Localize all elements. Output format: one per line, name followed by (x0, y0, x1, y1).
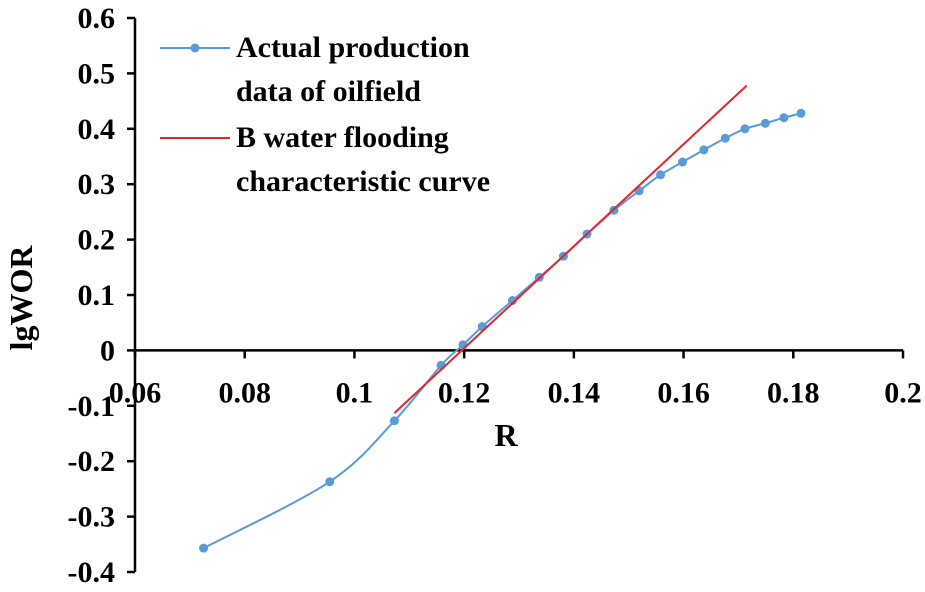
data-point (199, 543, 209, 553)
y-tick-label: -0.2 (68, 445, 116, 478)
legend-label: B water flooding (236, 121, 449, 154)
data-point (507, 296, 517, 306)
data-point (656, 170, 666, 180)
y-tick-label: 0.1 (78, 279, 116, 312)
y-tick-label: 0.4 (78, 113, 116, 146)
series-layer (199, 84, 806, 553)
x-tick-label: 0.18 (767, 376, 820, 409)
y-tick-label: 0.3 (78, 168, 116, 201)
legend-label: characteristic curve (236, 165, 490, 198)
y-tick-label: 0.6 (78, 2, 116, 35)
data-point (389, 416, 399, 426)
y-tick-label: -0.1 (68, 390, 116, 423)
y-tick-label: -0.4 (68, 556, 116, 589)
data-point (677, 157, 687, 167)
y-tick-label: 0.5 (78, 57, 116, 90)
y-tick-label: 0 (100, 334, 115, 367)
legend-label: Actual production (236, 31, 470, 64)
data-point (720, 133, 730, 143)
x-axis-ticks: 0.06 0.08 0.1 0.12 0.14 0.16 0.18 0.2 (109, 350, 922, 409)
x-tick-label: 0.08 (218, 376, 271, 409)
y-axis-title: lgWOR (3, 245, 39, 351)
data-point (779, 113, 789, 123)
x-tick-label: 0.12 (438, 376, 491, 409)
data-point (325, 477, 335, 487)
data-point (699, 145, 709, 155)
data-point (796, 108, 806, 118)
y-tick-label: 0.2 (78, 224, 116, 257)
data-point (760, 118, 770, 128)
data-point (740, 124, 750, 134)
legend-label: data of oilfield (236, 75, 421, 108)
x-axis-title: R (494, 417, 518, 453)
legend: Actual production data of oilfield B water… (160, 31, 490, 198)
y-axis-ticks: 0.6 0.5 0.4 0.3 0.2 0.1 0 -0.1 -0.2 -0.3 -0.4 (68, 2, 135, 589)
legend-swatch-marker (190, 43, 200, 53)
x-tick-label: 0.1 (336, 376, 374, 409)
x-tick-label: 0.14 (548, 376, 601, 409)
series-line-1 (393, 84, 748, 414)
y-tick-label: -0.3 (68, 501, 116, 534)
x-tick-label: 0.2 (884, 376, 922, 409)
x-tick-label: 0.16 (657, 376, 710, 409)
